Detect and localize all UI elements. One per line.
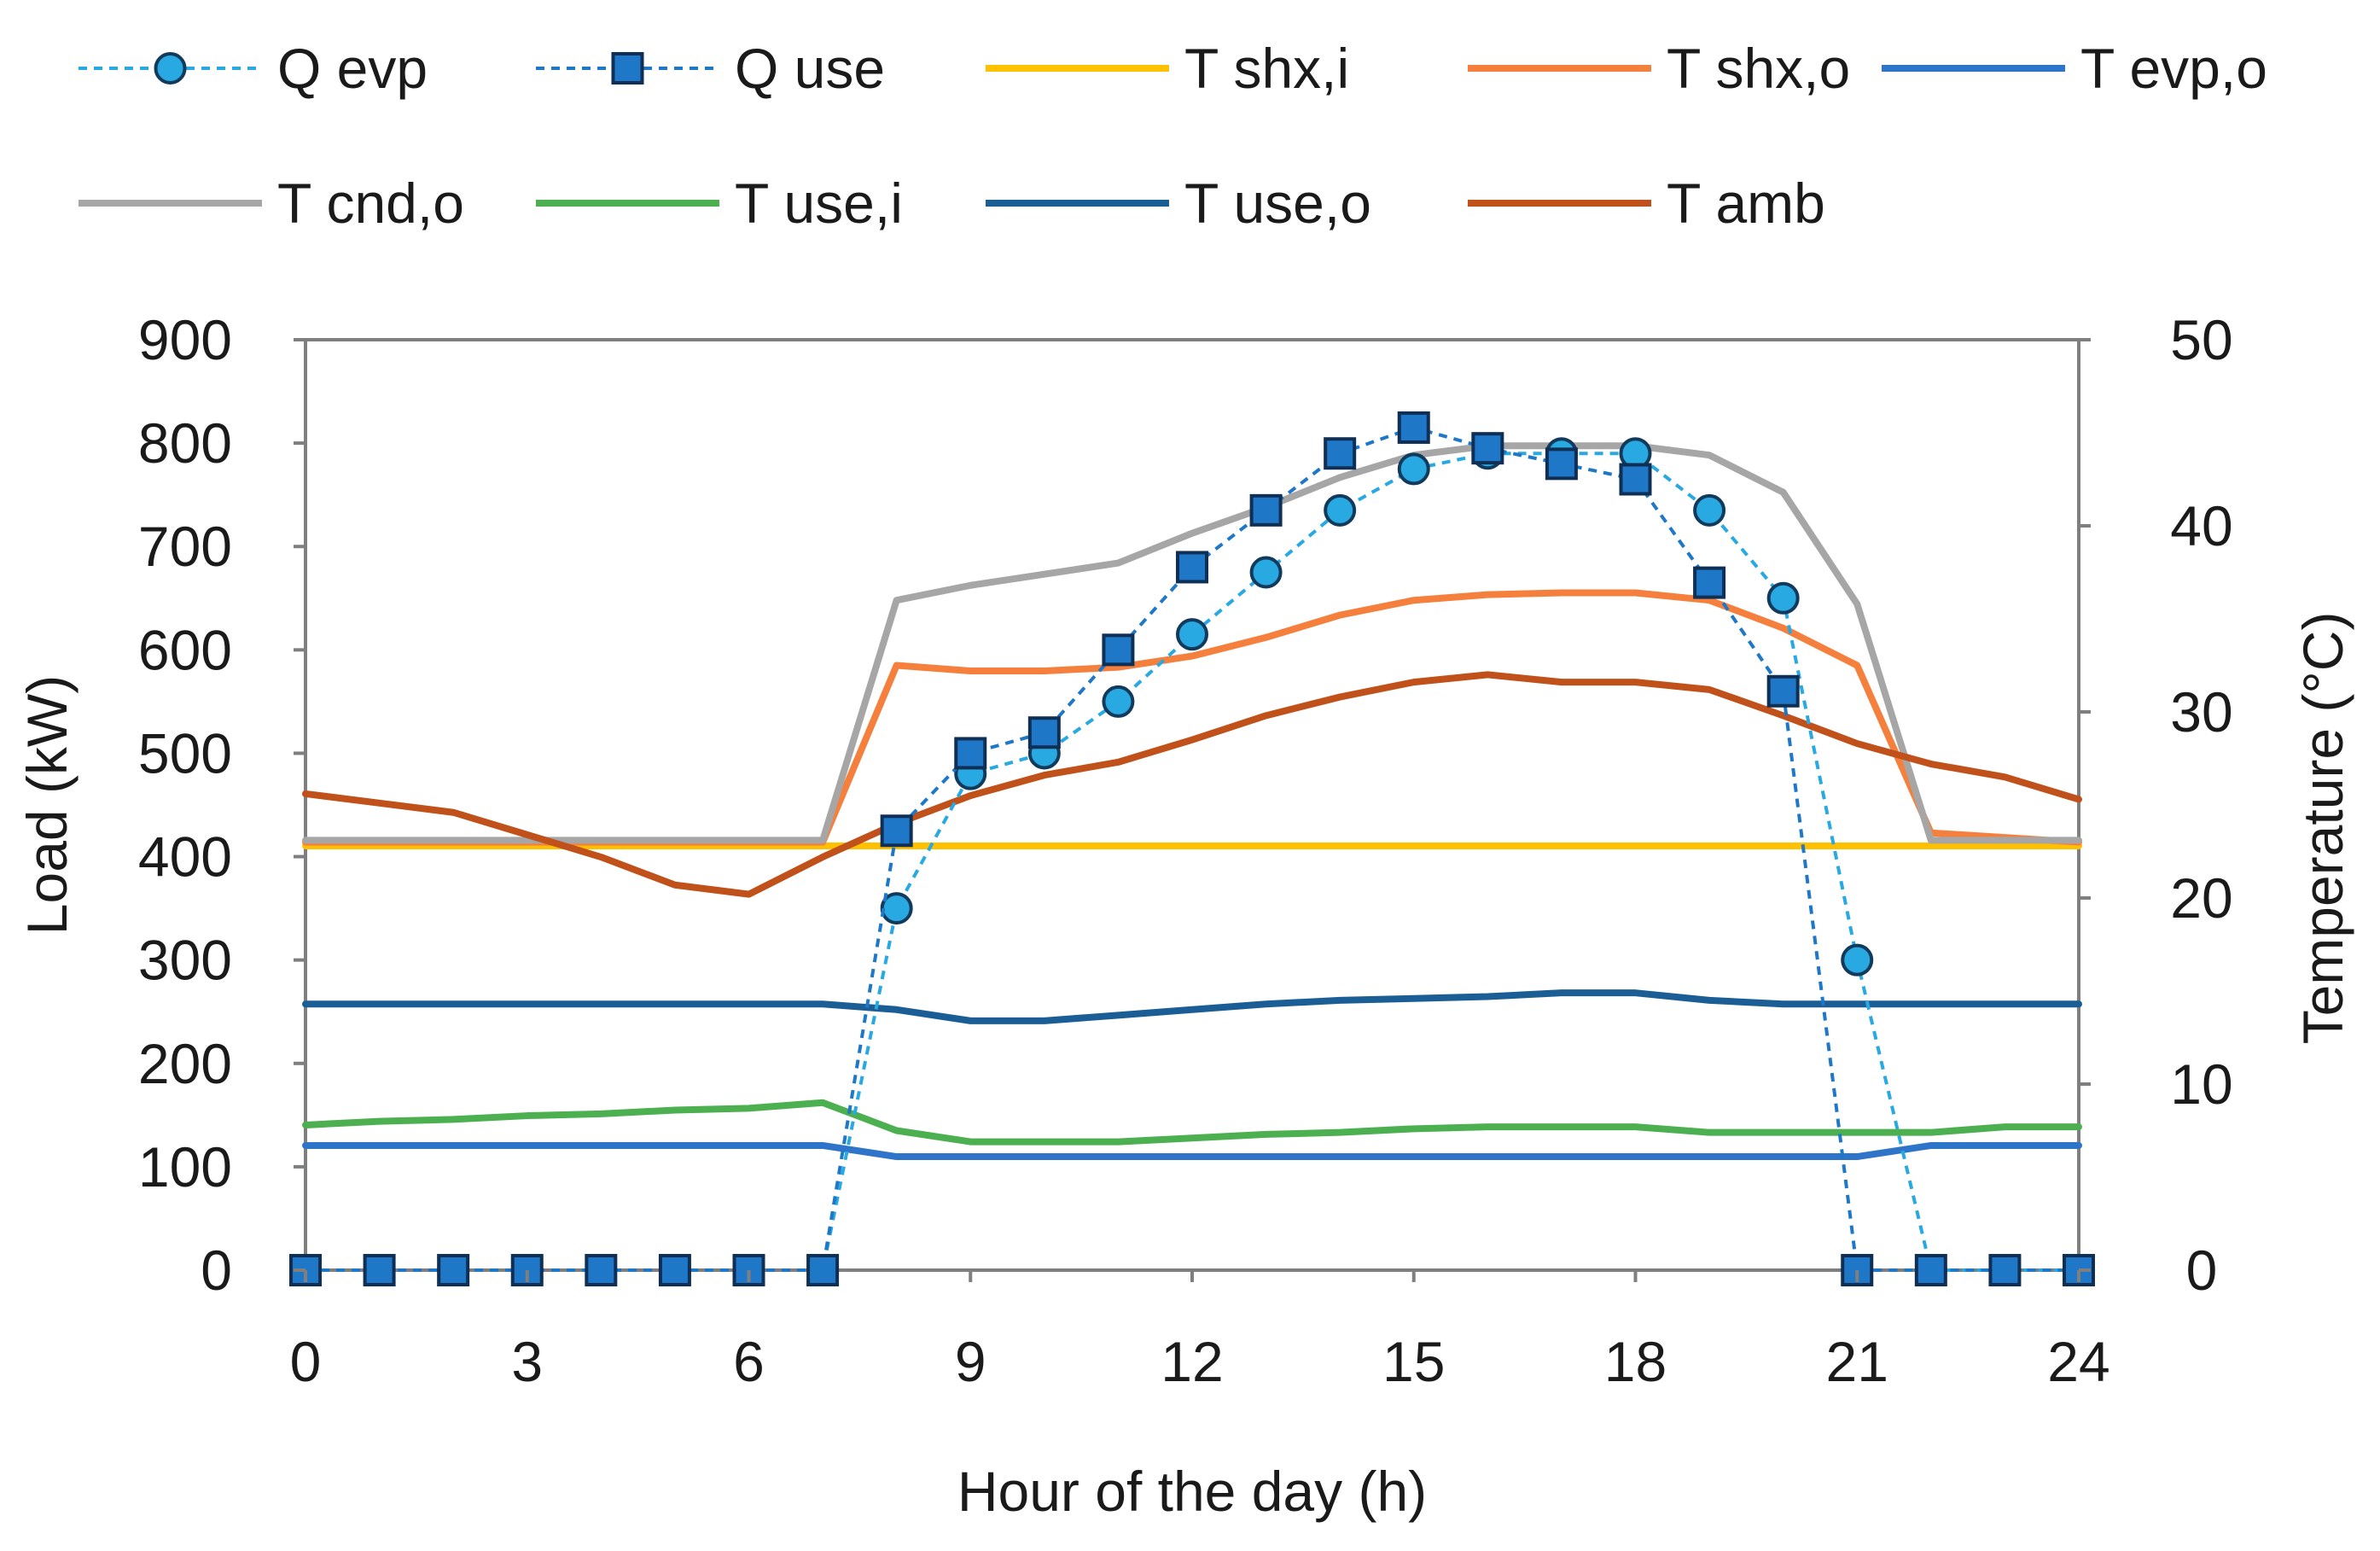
data-point [1619, 463, 1652, 496]
legend-marker [154, 52, 187, 85]
legend-label: T cnd,o [277, 172, 464, 235]
data-point [1176, 551, 1208, 584]
y-left-tick-label: 500 [138, 721, 232, 784]
data-point [1102, 633, 1135, 667]
legend-item-t-cnd-o: T cnd,o [79, 172, 464, 235]
x-tick-label: 6 [733, 1330, 765, 1393]
series-q-use [289, 411, 2095, 1286]
legend-item-t-evp-o: T evp,o [1882, 37, 2267, 100]
y-left-tick-label: 100 [138, 1135, 232, 1198]
data-point [1471, 432, 1504, 465]
series-line-t-use-o [302, 989, 2082, 1024]
legend-item-q-evp: Q evp [79, 37, 428, 100]
x-tick-label: 0 [290, 1330, 322, 1393]
data-point [1324, 493, 1357, 527]
data-point [585, 1254, 618, 1286]
legend-label: T shx,i [1184, 37, 1349, 100]
legend-label: T use,i [735, 172, 903, 235]
legend-item-q-use: Q use [536, 37, 885, 100]
x-tick-label: 18 [1604, 1330, 1667, 1393]
legend-item-t-amb: T amb [1468, 172, 1825, 235]
y-right-tick-label: 10 [2170, 1052, 2232, 1116]
y-left-tick-label: 200 [138, 1032, 232, 1095]
data-point [1766, 674, 1800, 708]
y-left-tick-label: 300 [138, 929, 232, 992]
data-point [1249, 493, 1283, 527]
series-t-use-o [302, 989, 2082, 1024]
series-line-t-cnd-o [302, 442, 2082, 844]
data-point [1766, 581, 1800, 615]
legend-item-t-use-o: T use,o [986, 172, 1371, 235]
series-line-t-evp-o [302, 1141, 2082, 1161]
y-left-tick-label: 400 [138, 825, 232, 889]
data-point [1693, 493, 1726, 527]
legend-label: T amb [1667, 172, 1825, 235]
y-left-tick-label: 700 [138, 515, 232, 578]
data-point [954, 737, 987, 770]
legend-marker [611, 52, 644, 85]
legend-item-t-shx-o: T shx,o [1468, 37, 1850, 100]
legend-label: T use,o [1184, 172, 1371, 235]
y-right-tick-label: 40 [2170, 494, 2232, 557]
data-point [806, 1254, 840, 1286]
data-point [880, 814, 913, 848]
x-tick-label: 3 [511, 1330, 543, 1393]
y-right-tick-label: 30 [2170, 680, 2232, 743]
series-t-cnd-o [302, 442, 2082, 844]
data-point [1914, 1254, 1947, 1286]
series-t-use-i [302, 1099, 2082, 1146]
data-point [1027, 716, 1061, 749]
y-axis-right-title: Temperature (°C) [2291, 612, 2354, 1045]
legend-item-t-use-i: T use,i [536, 172, 903, 235]
y-right-tick-label: 0 [2186, 1239, 2218, 1302]
legend-label: T evp,o [2080, 37, 2267, 100]
data-point [363, 1254, 396, 1286]
y-axis-left-title: Load (kW) [15, 675, 79, 935]
data-point [1397, 452, 1430, 486]
x-tick-label: 15 [1382, 1330, 1445, 1393]
data-point [1324, 437, 1357, 470]
series-t-evp-o [302, 1141, 2082, 1161]
series-layer [289, 411, 2095, 1286]
series-line-t-use-i [302, 1099, 2082, 1146]
series-t-shx-o [302, 589, 2082, 846]
legend-label: T shx,o [1667, 37, 1850, 100]
x-axis-title: Hour of the day (h) [957, 1460, 1427, 1523]
y-left-tick-label: 600 [138, 618, 232, 681]
y-left-tick-label: 0 [201, 1239, 232, 1302]
x-tick-label: 24 [2047, 1330, 2109, 1393]
data-point [1397, 411, 1430, 444]
data-point [1693, 566, 1726, 599]
data-point [658, 1254, 691, 1286]
y-right-tick-label: 20 [2170, 866, 2232, 930]
series-line-t-shx-o [302, 589, 2082, 846]
data-point [1988, 1254, 2022, 1286]
data-point [1249, 556, 1283, 589]
data-point [1176, 618, 1208, 651]
y-left-tick-label: 800 [138, 411, 232, 475]
data-point [1841, 943, 1874, 977]
series-t-amb [302, 671, 2082, 898]
legend: Q evp Q use T shx,i T shx,o T evp,o T cnd,o T … [79, 37, 2267, 235]
axes: 0 3 6 9 12 15 18 21 2401002003004005006007008009… [138, 308, 2233, 1393]
x-tick-label: 21 [1826, 1330, 1888, 1393]
legend-item-t-shx-i: T shx,i [986, 37, 1349, 100]
series-line-t-amb [302, 671, 2082, 898]
data-point [437, 1254, 470, 1286]
data-point [1102, 685, 1135, 718]
legend-label: Q use [735, 37, 885, 100]
data-point [1545, 447, 1578, 481]
legend-label: Q evp [277, 37, 428, 100]
y-right-tick-label: 50 [2170, 308, 2232, 371]
x-tick-label: 12 [1161, 1330, 1223, 1393]
y-left-tick-label: 900 [138, 308, 232, 371]
x-tick-label: 9 [955, 1330, 986, 1393]
